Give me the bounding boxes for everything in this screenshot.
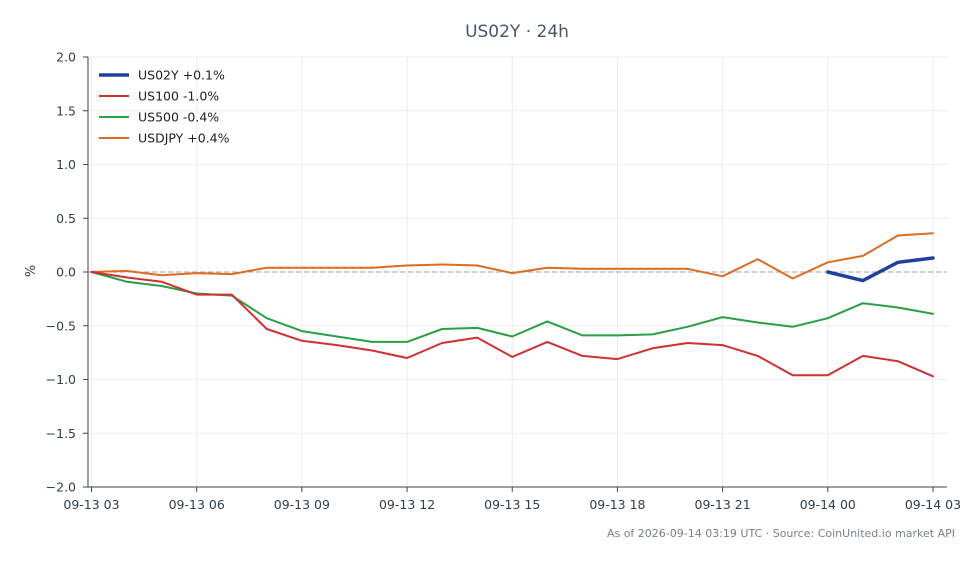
y-tick-label: 0.0 [56, 265, 76, 280]
y-tick-label: −0.5 [46, 318, 76, 333]
legend-label: US02Y +0.1% [138, 68, 225, 83]
x-tick-label: 09-13 12 [379, 497, 435, 512]
x-tick-label: 09-13 21 [695, 497, 751, 512]
legend: US02Y +0.1% US100 -1.0% US500 -0.4% USDJPY … [99, 68, 230, 146]
y-tick-label: 1.5 [56, 103, 76, 118]
y-tick-label: 1.0 [56, 157, 76, 172]
y-tick-label: −2.0 [46, 480, 76, 495]
series-line-3 [90, 232, 934, 280]
x-tick-label: 09-14 03 [905, 497, 961, 512]
y-tick-label: −1.0 [46, 372, 76, 387]
axes: 2.0 1.5 1.0 0.5 0.0 −0.5 −1.0 −1.5 −2.0 09-13 03 0… [46, 50, 961, 513]
legend-label: US500 -0.4% [138, 110, 219, 125]
source-footer: As of 2026-09-14 03:19 UTC · Source: Coi… [607, 527, 955, 540]
x-tick-label: 09-13 18 [589, 497, 645, 512]
x-tick-label: 09-13 15 [484, 497, 540, 512]
x-tick-label: 09-13 06 [169, 497, 225, 512]
legend-label: US100 -1.0% [138, 89, 219, 104]
series-line-0 [826, 256, 935, 283]
series-line-1 [90, 271, 934, 378]
series-lines [90, 232, 935, 378]
chart-title: US02Y · 24h [465, 22, 569, 42]
y-tick-label: −1.5 [46, 426, 76, 441]
x-tick-label: 09-13 03 [63, 497, 119, 512]
x-tick-label: 09-14 00 [800, 497, 856, 512]
y-axis-label: % [24, 265, 39, 277]
legend-label: USDJPY +0.4% [138, 131, 230, 146]
y-tick-label: 2.0 [56, 50, 76, 65]
y-tick-label: 0.5 [56, 211, 76, 226]
x-tick-label: 09-13 09 [274, 497, 330, 512]
